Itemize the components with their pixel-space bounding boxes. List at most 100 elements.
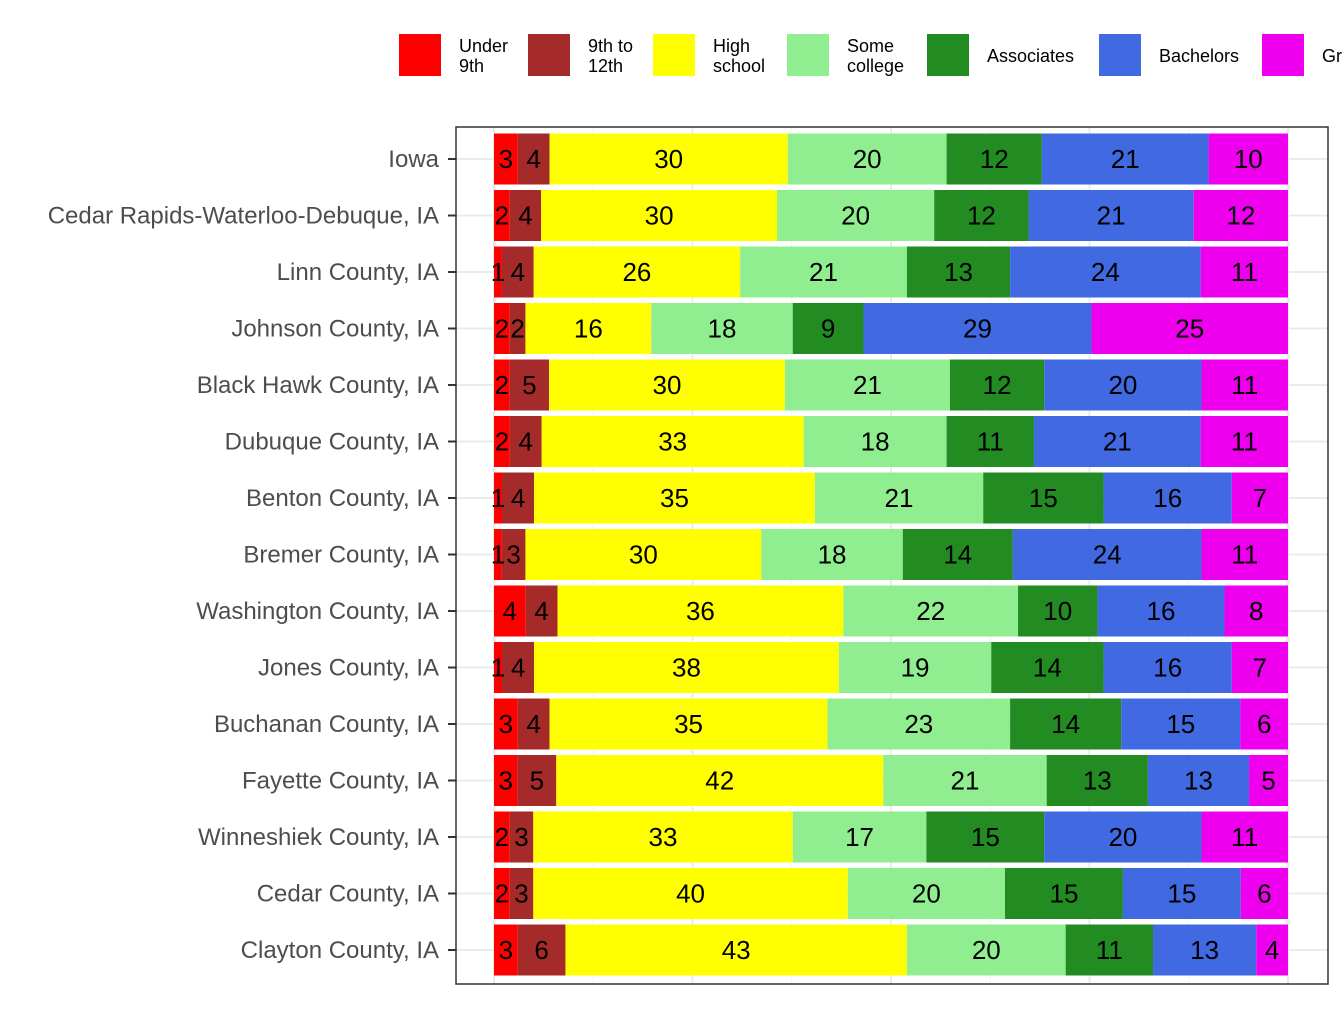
bar-segment-11-3 xyxy=(883,755,1047,806)
data-label-11-6: 5 xyxy=(1261,766,1275,796)
legend-key xyxy=(653,34,695,76)
data-label-7-4: 14 xyxy=(943,540,972,570)
bar-segment-11-6 xyxy=(1249,755,1288,806)
data-label-6-5: 16 xyxy=(1153,483,1182,513)
legend-item-4: Associates xyxy=(927,34,1074,76)
data-label-12-3: 17 xyxy=(845,822,874,852)
data-label-14-4: 11 xyxy=(1096,935,1123,965)
data-label-4-1: 5 xyxy=(522,370,536,400)
legend-label: college xyxy=(847,56,904,76)
bar-segment-2-0 xyxy=(494,246,502,298)
data-label-5-5: 21 xyxy=(1103,427,1132,457)
bar-segment-5-1 xyxy=(509,416,542,467)
data-label-9-3: 19 xyxy=(901,653,930,683)
y-tick-label: Dubuque County, IA xyxy=(225,429,439,456)
data-label-11-3: 21 xyxy=(950,766,979,796)
y-tick-label: Fayette County, IA xyxy=(242,768,439,795)
data-label-3-3: 18 xyxy=(708,314,737,344)
data-label-11-1: 5 xyxy=(530,766,544,796)
bar-segment-2-5 xyxy=(1010,246,1201,298)
data-label-2-4: 13 xyxy=(944,257,973,287)
bar-segment-13-3 xyxy=(847,868,1005,919)
data-label-6-3: 21 xyxy=(885,483,914,513)
bar-segment-14-0 xyxy=(494,924,518,976)
bar-segment-10-0 xyxy=(494,698,518,750)
data-label-4-0: 2 xyxy=(495,370,509,400)
data-label-1-0: 2 xyxy=(495,201,509,231)
bar-segment-13-4 xyxy=(1004,868,1123,919)
data-label-4-4: 12 xyxy=(983,370,1012,400)
data-label-14-0: 3 xyxy=(499,935,513,965)
bar-segment-7-5 xyxy=(1012,529,1202,580)
data-label-10-2: 35 xyxy=(674,709,703,739)
bar-segment-13-1 xyxy=(509,868,534,919)
data-label-8-2: 36 xyxy=(686,596,715,626)
data-label-9-5: 16 xyxy=(1153,653,1182,683)
data-label-12-1: 3 xyxy=(514,822,528,852)
data-label-12-5: 20 xyxy=(1108,822,1137,852)
data-label-7-2: 30 xyxy=(629,540,658,570)
bar-segment-8-6 xyxy=(1224,585,1288,637)
bar-segment-7-0 xyxy=(494,529,502,580)
legend-item-6: Gr xyxy=(1262,34,1342,76)
bar-segment-12-0 xyxy=(494,811,510,863)
data-label-2-2: 26 xyxy=(622,257,651,287)
data-label-14-6: 4 xyxy=(1265,935,1279,965)
data-label-9-0: 1 xyxy=(491,653,505,683)
data-label-10-6: 6 xyxy=(1257,709,1271,739)
data-label-6-2: 35 xyxy=(660,483,689,513)
data-label-6-6: 7 xyxy=(1253,483,1267,513)
bar-segment-0-0 xyxy=(494,133,518,185)
data-label-10-1: 4 xyxy=(526,709,540,739)
data-label-9-4: 14 xyxy=(1033,653,1062,683)
bar-segment-1-6 xyxy=(1193,190,1288,241)
bar-segment-4-3 xyxy=(784,359,950,411)
data-label-2-0: 1 xyxy=(491,257,505,287)
bar-segment-8-1 xyxy=(525,585,558,637)
data-label-3-1: 2 xyxy=(510,314,524,344)
data-label-8-4: 10 xyxy=(1043,596,1072,626)
data-label-5-0: 2 xyxy=(495,427,509,457)
data-label-3-6: 25 xyxy=(1175,314,1204,344)
bar-segment-12-1 xyxy=(509,811,534,863)
legend-key xyxy=(927,34,969,76)
y-tick-label: Bremer County, IA xyxy=(243,542,439,569)
bar-segment-9-5 xyxy=(1103,642,1232,693)
legend-label: Some xyxy=(847,36,894,56)
data-label-1-1: 4 xyxy=(518,201,532,231)
bar-segment-10-1 xyxy=(517,698,550,750)
data-label-10-4: 14 xyxy=(1051,709,1080,739)
data-label-6-1: 4 xyxy=(511,483,525,513)
data-label-13-3: 20 xyxy=(912,879,941,909)
bar-segment-0-1 xyxy=(517,133,550,185)
data-label-5-4: 11 xyxy=(977,427,1004,457)
bar-segment-9-2 xyxy=(534,642,839,693)
bar-segment-10-4 xyxy=(1010,698,1122,750)
bar-segment-7-1 xyxy=(501,529,526,580)
data-label-0-0: 3 xyxy=(499,144,513,174)
bar-segment-2-2 xyxy=(533,246,741,298)
y-tick-label: Clayton County, IA xyxy=(241,937,439,964)
bar-segment-11-1 xyxy=(517,755,557,806)
data-label-13-1: 3 xyxy=(514,879,528,909)
bar-segment-12-3 xyxy=(792,811,927,863)
bar-segment-7-2 xyxy=(525,529,762,580)
bar-segment-3-6 xyxy=(1091,303,1288,354)
data-label-12-0: 2 xyxy=(495,822,509,852)
legend-key xyxy=(787,34,829,76)
data-label-14-3: 20 xyxy=(972,935,1001,965)
data-label-7-3: 18 xyxy=(818,540,847,570)
legend-label: Associates xyxy=(987,46,1074,66)
bar-segment-5-3 xyxy=(803,416,947,467)
data-label-2-1: 4 xyxy=(511,257,525,287)
bar-segment-13-2 xyxy=(533,868,848,919)
bar-segment-6-2 xyxy=(534,472,815,524)
bar-segment-9-4 xyxy=(991,642,1104,693)
bar-segment-3-4 xyxy=(792,303,864,354)
y-tick-label: Linn County, IA xyxy=(277,259,439,286)
bar-segment-8-3 xyxy=(843,585,1019,637)
bar-segment-12-5 xyxy=(1044,811,1202,863)
bar-segment-9-6 xyxy=(1231,642,1288,693)
data-label-13-0: 2 xyxy=(495,879,509,909)
